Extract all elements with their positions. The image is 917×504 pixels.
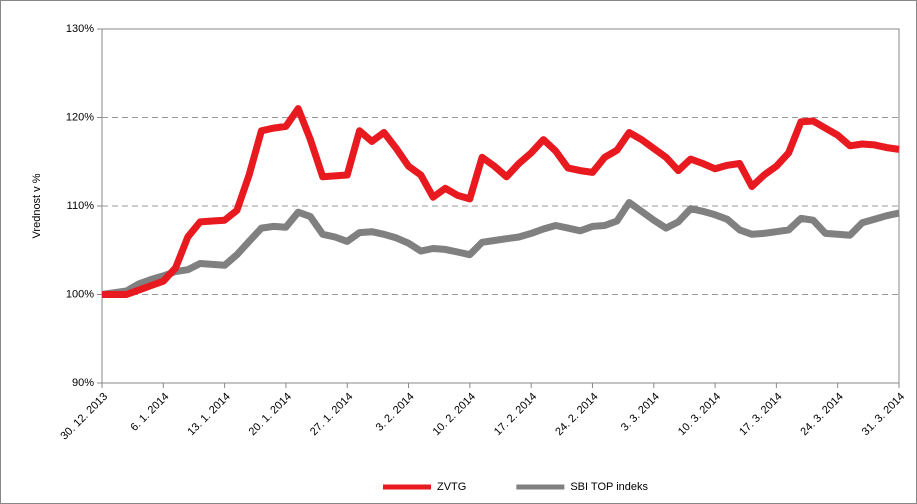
legend-label: SBI TOP indeks xyxy=(570,481,648,493)
y-axis-label: Vrednost v % xyxy=(31,173,43,238)
y-tick-label: 130% xyxy=(66,23,94,35)
y-tick-label: 100% xyxy=(66,288,94,300)
series-line xyxy=(102,105,900,298)
series-line xyxy=(101,199,900,298)
y-tick-label: 110% xyxy=(67,200,95,212)
y-tick-label: 120% xyxy=(66,111,94,123)
legend-label: ZVTG xyxy=(437,481,466,493)
y-tick-label: 90% xyxy=(72,377,94,389)
